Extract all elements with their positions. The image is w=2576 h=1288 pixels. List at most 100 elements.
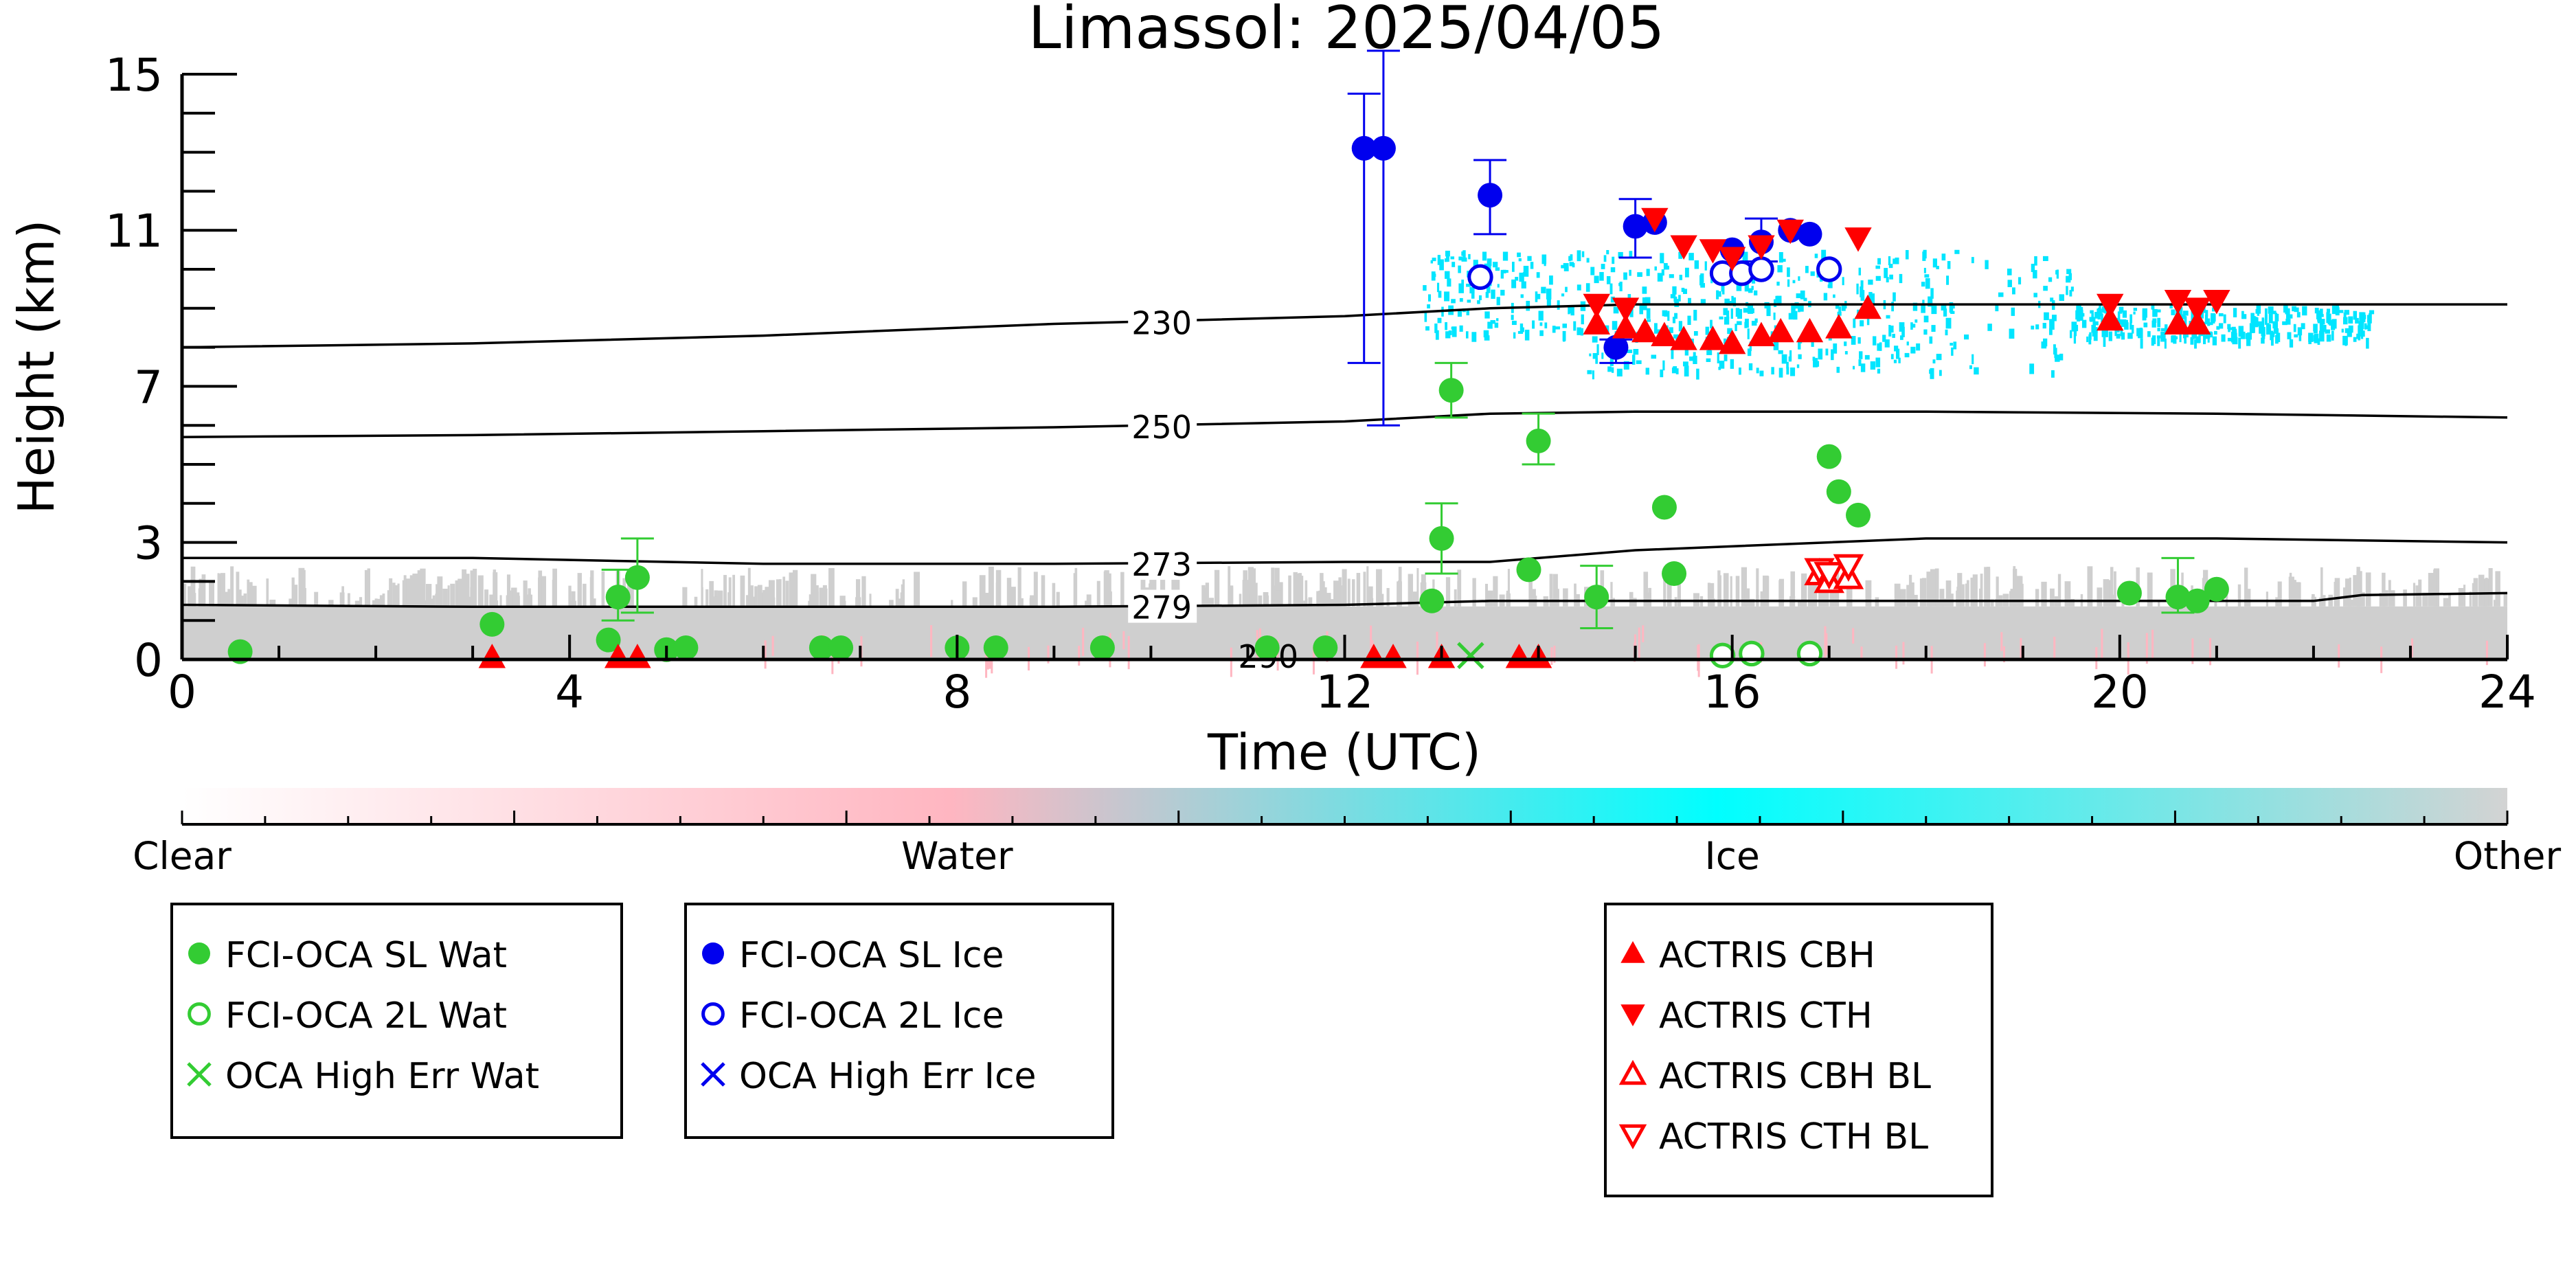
background-ice-speck <box>1810 271 1815 276</box>
background-ice-speck <box>2070 286 2074 292</box>
background-ice-speck <box>1696 368 1699 380</box>
background-other-column <box>1930 569 1936 607</box>
background-ice-speck <box>2266 324 2272 335</box>
background-other-column <box>1326 593 1331 607</box>
background-ice-speck <box>1601 264 1605 269</box>
background-ice-speck <box>2308 332 2314 342</box>
background-other-column <box>1610 582 1613 607</box>
background-ice-speck <box>1603 255 1607 262</box>
background-other-column <box>552 568 557 607</box>
background-ice-speck <box>2140 338 2143 349</box>
background-ice-speck <box>1800 304 1804 312</box>
background-other-column <box>447 585 450 607</box>
background-other-column <box>811 574 817 607</box>
background-ice-speck <box>1592 352 1598 359</box>
background-other-column <box>1271 567 1275 607</box>
background-other-column <box>2069 598 2075 607</box>
background-ice-speck <box>1539 322 1543 326</box>
background-ice-speck <box>1505 270 1509 273</box>
colorbar: Clear Water Ice Other <box>133 788 2561 878</box>
background-ice-speck <box>2152 308 2158 317</box>
background-ice-speck <box>1893 258 1896 264</box>
background-ice-speck <box>2091 324 2096 333</box>
background-other-column <box>583 583 587 607</box>
background-other-column <box>1249 593 1253 607</box>
background-other-column <box>1487 590 1493 607</box>
background-other-column <box>1274 567 1280 607</box>
background-ice-speck <box>2165 324 2168 335</box>
background-ice-speck <box>1459 325 1463 332</box>
background-ice-speck <box>2363 315 2366 319</box>
background-ice-speck <box>1681 287 1685 293</box>
background-water-speck <box>1852 628 1855 644</box>
background-ice-speck <box>1890 325 1894 333</box>
background-water-speck <box>2209 637 2212 666</box>
background-ice-speck <box>1776 282 1780 286</box>
background-water-speck <box>1370 625 1372 658</box>
background-ice-speck <box>1693 355 1697 364</box>
background-ice-speck <box>1936 354 1942 361</box>
background-other-column <box>785 580 789 607</box>
legend-marker <box>188 1002 211 1026</box>
background-ice-speck <box>1432 258 1436 262</box>
background-ice-speck <box>1923 249 1927 259</box>
background-ice-speck <box>2066 275 2071 283</box>
actris-cth-point <box>1670 235 1697 260</box>
background-ice-speck <box>1633 348 1639 355</box>
background-other-column <box>901 584 905 607</box>
background-ice-speck <box>2294 307 2299 313</box>
background-ice-speck <box>1461 251 1466 256</box>
background-ice-speck <box>1929 369 1934 374</box>
fci-oca-sl-wat-point <box>2184 588 2210 613</box>
fci-oca-sl-ice-point <box>1797 221 1822 247</box>
background-other-column <box>809 594 815 607</box>
background-other-column <box>727 592 732 607</box>
background-other-column <box>1151 569 1157 607</box>
background-ice-speck <box>2174 336 2178 339</box>
background-ice-speck <box>1612 256 1615 264</box>
background-other-column <box>723 574 727 607</box>
background-ice-speck <box>1458 265 1461 273</box>
background-ice-speck <box>2272 321 2279 329</box>
legend-label: OCA High Err Ice <box>739 1056 1037 1097</box>
background-ice-speck <box>2160 331 2166 342</box>
background-other-column <box>526 594 532 607</box>
background-other-column <box>1723 573 1729 607</box>
background-other-column <box>1798 600 1802 607</box>
background-ice-speck <box>2301 323 2305 330</box>
background-ice-speck <box>2050 297 2054 302</box>
background-other-column <box>839 596 846 607</box>
background-ice-speck <box>1694 260 1699 269</box>
background-ice-speck <box>1751 286 1754 291</box>
background-ice-speck <box>1656 329 1661 334</box>
background-ice-speck <box>2119 307 2123 314</box>
background-ice-speck <box>1748 363 1753 371</box>
background-ice-speck <box>2122 310 2127 318</box>
background-ice-speck <box>1434 323 1438 333</box>
background-ice-speck <box>1428 294 1432 302</box>
background-ice-speck <box>2051 370 2055 378</box>
background-ice-speck <box>1904 352 1910 358</box>
background-other-column <box>2488 567 2493 607</box>
background-ice-speck <box>1928 296 1933 307</box>
background-ice-speck <box>2345 328 2350 333</box>
background-ice-speck <box>2268 313 2273 324</box>
background-ice-speck <box>1693 310 1697 321</box>
background-ice-speck <box>2228 327 2233 330</box>
background-other-column <box>217 573 220 607</box>
background-other-column <box>2114 571 2116 607</box>
background-ice-speck <box>1787 279 1790 287</box>
background-ice-speck <box>1423 285 1427 291</box>
background-ice-speck <box>2298 335 2302 341</box>
background-ice-speck <box>1511 320 1517 326</box>
background-ice-speck <box>1490 320 1495 324</box>
background-ice-speck <box>1594 275 1599 284</box>
background-ice-speck <box>2164 338 2167 349</box>
actris-cbh-point <box>2183 310 2211 335</box>
actris-cbh-point <box>1379 644 1407 668</box>
background-other-column <box>2010 589 2017 607</box>
background-ice-speck <box>1672 286 1677 295</box>
background-other-column <box>577 573 583 607</box>
background-ice-speck <box>1790 367 1796 376</box>
background-ice-speck <box>2216 326 2220 330</box>
